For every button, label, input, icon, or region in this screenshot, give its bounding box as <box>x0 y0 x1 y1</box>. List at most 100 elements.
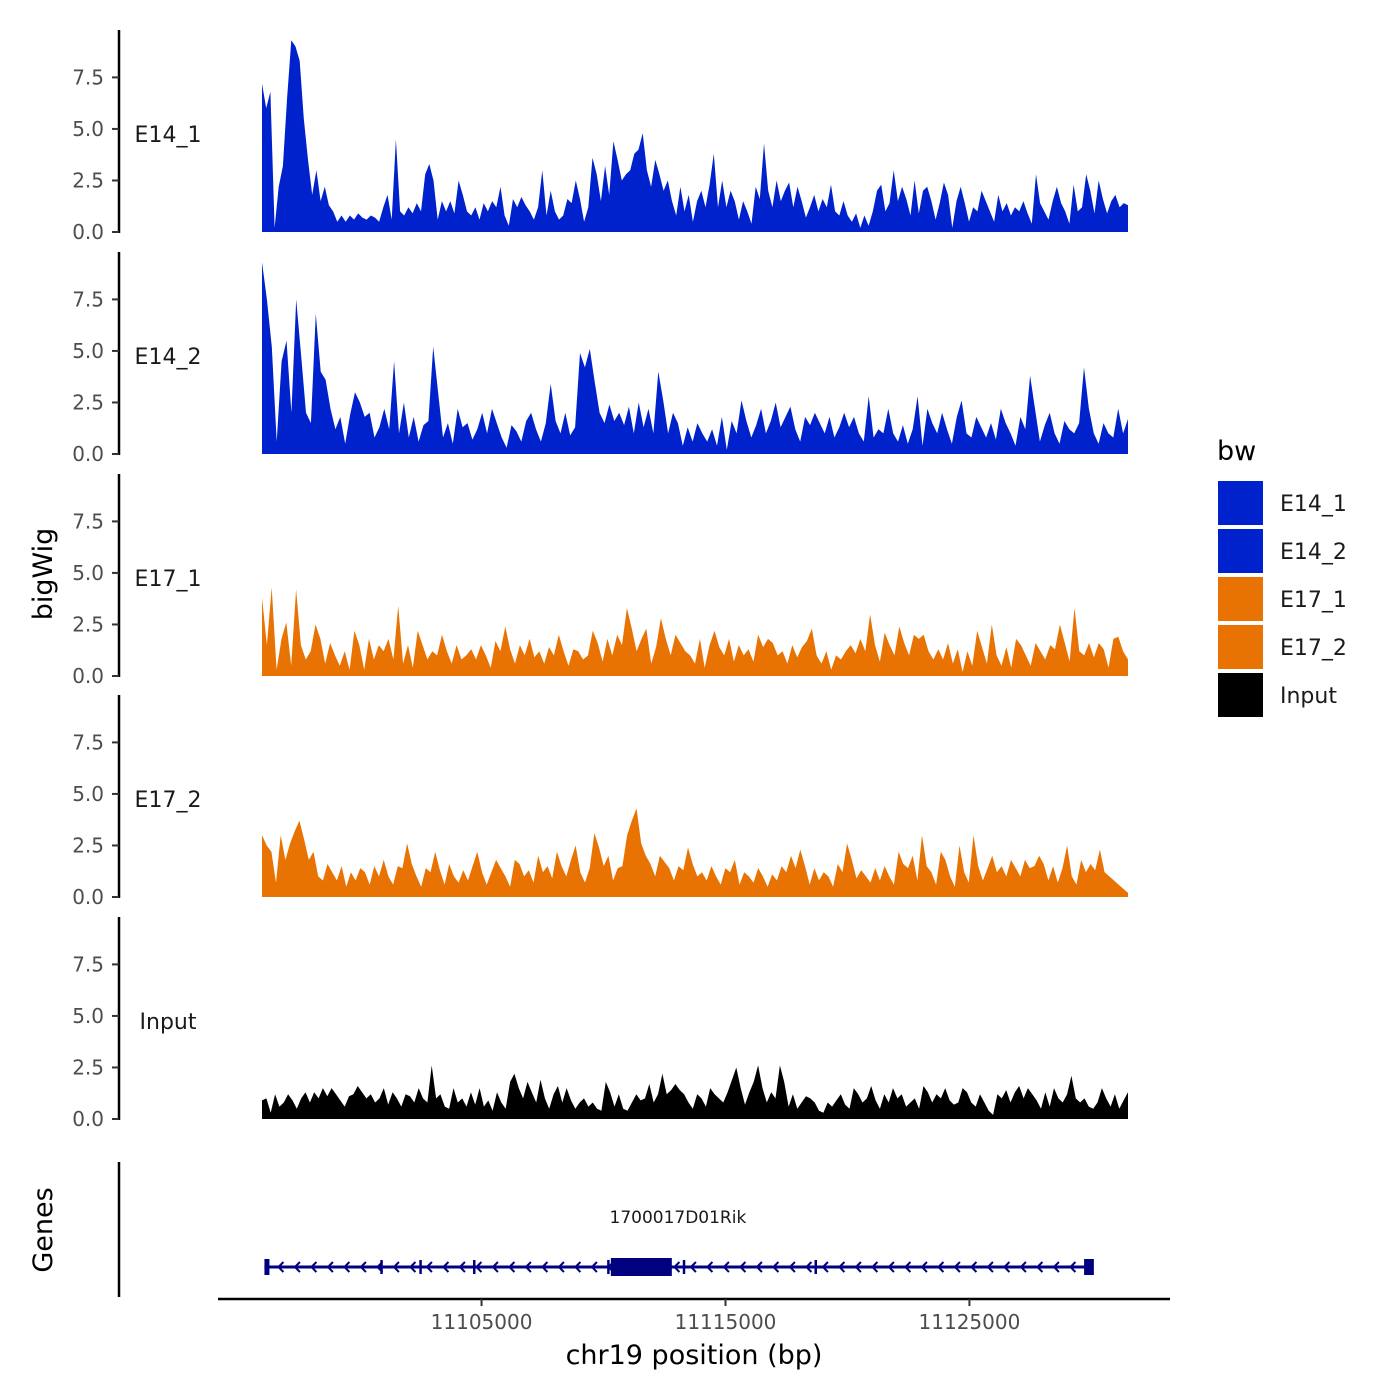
strand-arrow <box>1003 1261 1011 1273</box>
strand-arrow <box>1036 1261 1044 1273</box>
legend-label: E17_1 <box>1280 588 1347 613</box>
legend-swatch <box>1218 529 1263 573</box>
area-e14-1 <box>262 40 1128 232</box>
x-tick-label: 11125000 <box>919 1310 1021 1334</box>
strand-arrow <box>508 1261 516 1273</box>
legend-item-e14-1: E14_1 <box>1218 481 1347 525</box>
track-input: 0.0 2.5 5.0 7.5 Input <box>72 917 1128 1131</box>
strand-arrow <box>953 1261 961 1273</box>
legend-items: E14_1 E14_2 E17_1 E17_2 Input <box>1218 481 1347 717</box>
y-tick-label: 5.0 <box>72 782 104 806</box>
genes-axis-title: Genes <box>28 1187 59 1272</box>
y-tick-label: 7.5 <box>72 730 104 754</box>
strand-arrow <box>343 1261 351 1273</box>
y-tick-label: 2.5 <box>72 168 104 192</box>
strand-arrow <box>689 1261 697 1273</box>
area-e17-2 <box>262 808 1128 897</box>
legend-label: E14_1 <box>1280 492 1347 517</box>
y-tick-label: 2.5 <box>72 833 104 857</box>
strand-arrow <box>673 1261 681 1273</box>
y-tick-label: 2.5 <box>72 1055 104 1079</box>
strand-arrow <box>772 1261 780 1273</box>
gene-name-label: 1700017D01Rik <box>610 1208 747 1228</box>
strand-arrow <box>277 1261 285 1273</box>
y-tick-label: 0.0 <box>72 220 104 244</box>
strand-arrow <box>986 1261 994 1273</box>
strand-arrow <box>392 1261 400 1273</box>
strand-arrow <box>359 1261 367 1273</box>
track-label-e14-1: E14_1 <box>135 123 202 148</box>
strand-arrow <box>541 1261 549 1273</box>
signal-tracks: 0.0 2.5 5.0 7.5 E14_1 0.0 2.5 5.0 7.5 E14_2 0.0 2.5… <box>72 30 1128 1131</box>
y-tick-label: 0.0 <box>72 885 104 909</box>
y-tick-label: 2.5 <box>72 390 104 414</box>
strand-arrow <box>326 1261 334 1273</box>
strand-arrow <box>524 1261 532 1273</box>
strand-arrow <box>739 1261 747 1273</box>
legend-label: Input <box>1280 684 1337 709</box>
legend-label: E14_2 <box>1280 540 1347 565</box>
legend-item-e17-2: E17_2 <box>1218 625 1347 669</box>
legend-item-input: Input <box>1218 673 1337 717</box>
legend-swatch <box>1218 673 1263 717</box>
legend-swatch <box>1218 481 1263 525</box>
area-e14-2 <box>262 262 1128 454</box>
legend-item-e17-1: E17_1 <box>1218 577 1347 621</box>
track-label-e17-1: E17_1 <box>135 567 202 592</box>
y-tick-label: 5.0 <box>72 561 104 585</box>
legend: bw E14_1 E14_2 E17_1 E17_2 Input <box>1217 436 1347 717</box>
y-tick-label: 2.5 <box>72 612 104 636</box>
x-axis-ticks: 11105000 11115000 11125000 <box>431 1299 1021 1334</box>
gene-exon <box>610 1258 672 1276</box>
y-tick-label: 7.5 <box>72 287 104 311</box>
gene-exon <box>264 1259 270 1275</box>
legend-item-e14-2: E14_2 <box>1218 529 1347 573</box>
x-tick-label: 11115000 <box>675 1310 777 1334</box>
y-axis-title: bigWig <box>28 528 59 621</box>
strand-arrow <box>871 1261 879 1273</box>
strand-arrow <box>590 1261 598 1273</box>
strand-arrow <box>970 1261 978 1273</box>
y-tick-label: 5.0 <box>72 1004 104 1028</box>
y-tick-label: 5.0 <box>72 339 104 363</box>
strand-arrow <box>920 1261 928 1273</box>
strand-arrow <box>409 1261 417 1273</box>
strand-arrow <box>838 1261 846 1273</box>
strand-arrow <box>706 1261 714 1273</box>
strand-arrow <box>458 1261 466 1273</box>
strand-arrow <box>904 1261 912 1273</box>
strand-arrow <box>1019 1261 1027 1273</box>
y-tick-label: 7.5 <box>72 952 104 976</box>
x-tick-label: 11105000 <box>431 1310 533 1334</box>
strand-arrow <box>1069 1261 1077 1273</box>
strand-arrow <box>491 1261 499 1273</box>
gene-model <box>264 1258 1094 1276</box>
strand-arrow <box>722 1261 730 1273</box>
legend-swatch <box>1218 625 1263 669</box>
strand-arrow <box>557 1261 565 1273</box>
y-tick-label: 7.5 <box>72 65 104 89</box>
x-axis-title: chr19 position (bp) <box>566 1340 823 1371</box>
gene-exon <box>1084 1259 1094 1275</box>
area-e17-1 <box>262 587 1128 676</box>
strand-arrow <box>854 1261 862 1273</box>
x-axis: 11105000 11115000 11125000 chr19 position … <box>218 1297 1170 1371</box>
track-label-e17-2: E17_2 <box>135 788 202 813</box>
track-e14-2: 0.0 2.5 5.0 7.5 E14_2 <box>72 252 1128 466</box>
strand-arrow <box>574 1261 582 1273</box>
strand-arrow <box>887 1261 895 1273</box>
strand-arrow <box>442 1261 450 1273</box>
track-label-input: Input <box>140 1010 197 1035</box>
strand-arrow <box>293 1261 301 1273</box>
y-tick-label: 7.5 <box>72 509 104 533</box>
y-tick-label: 0.0 <box>72 664 104 688</box>
track-e17-2: 0.0 2.5 5.0 7.5 E17_2 <box>72 695 1128 909</box>
track-label-e14-2: E14_2 <box>135 345 202 370</box>
strand-arrow <box>475 1261 483 1273</box>
legend-title: bw <box>1217 436 1256 467</box>
strand-arrow <box>805 1261 813 1273</box>
strand-arrow <box>425 1261 433 1273</box>
strand-arrow <box>821 1261 829 1273</box>
